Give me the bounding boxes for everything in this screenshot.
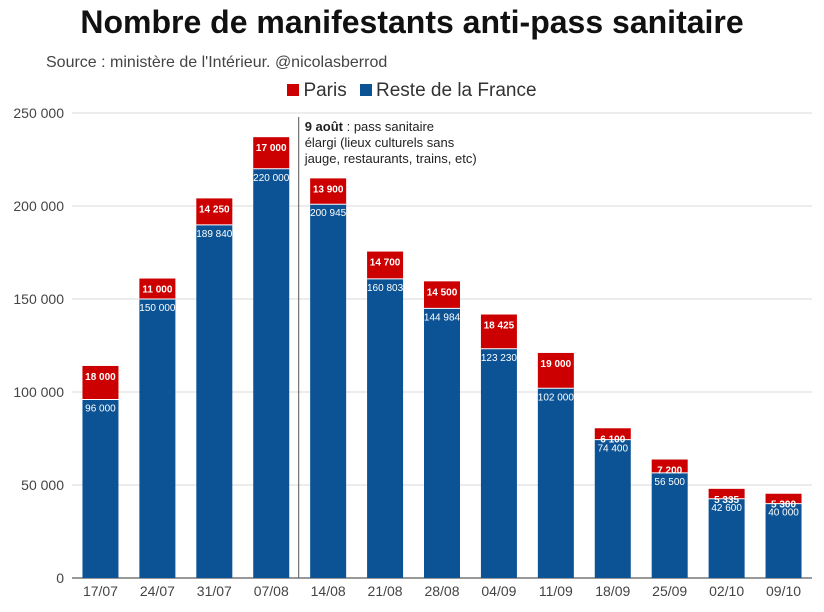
bar-rest	[310, 204, 347, 578]
y-tick-label: 100 000	[13, 384, 64, 400]
bar-paris	[253, 137, 290, 169]
x-tick-label: 11/09	[539, 583, 573, 599]
x-tick-label: 07/08	[254, 583, 289, 599]
legend-swatch-rest	[360, 84, 373, 96]
bar-paris	[594, 428, 631, 440]
data-label-paris: 14 500	[427, 287, 458, 298]
legend-label-paris: Paris	[303, 80, 347, 101]
x-tick-label: 14/08	[311, 583, 346, 599]
chart-source: Source : ministère de l'Intérieur. @nico…	[46, 54, 388, 71]
data-label-rest: 56 500	[654, 477, 685, 488]
data-label-paris: 11 000	[142, 285, 172, 296]
data-label-rest: 40 000	[768, 508, 799, 519]
data-label-paris: 14 250	[199, 204, 230, 215]
legend-item-paris: Paris	[287, 80, 347, 102]
y-tick-label: 150 000	[13, 291, 64, 307]
data-label-paris: 6 100	[600, 434, 625, 445]
data-label-paris: 13 900	[313, 184, 344, 195]
legend: Paris Reste de la France	[0, 80, 824, 102]
data-label-paris: 14 700	[370, 258, 401, 269]
data-label-paris: 19 000	[541, 359, 572, 370]
bar-rest	[594, 439, 631, 578]
x-tick-label: 31/07	[197, 583, 232, 599]
data-label-rest: 160 803	[367, 283, 404, 294]
bar-rest	[480, 348, 517, 578]
bar-rest	[82, 399, 119, 578]
legend-swatch-paris	[287, 84, 300, 96]
data-label-rest: 150 000	[139, 303, 176, 314]
bar-paris	[310, 178, 347, 205]
bar-rest	[651, 472, 688, 578]
y-tick-label: 250 000	[13, 105, 64, 121]
data-label-rest: 102 000	[538, 392, 575, 403]
bar-rest	[765, 503, 802, 578]
annotation-text: : pass sanitaire	[343, 119, 434, 134]
bar-paris	[139, 278, 176, 299]
data-label-paris: 18 000	[85, 372, 116, 383]
data-label-rest: 189 840	[196, 229, 233, 240]
chart-title: Nombre de manifestants anti-pass sanitai…	[80, 4, 744, 40]
data-label-rest: 42 600	[711, 503, 742, 514]
x-tick-label: 04/09	[481, 583, 516, 599]
bar-rest	[139, 299, 176, 578]
x-tick-label: 18/09	[595, 583, 630, 599]
x-tick-label: 21/08	[368, 583, 403, 599]
bar-rest	[708, 498, 745, 578]
data-label-rest: 220 000	[253, 173, 290, 184]
y-tick-label: 200 000	[13, 198, 64, 214]
data-label-rest: 123 230	[481, 353, 518, 364]
data-label-rest: 144 984	[424, 312, 461, 323]
bar-paris	[537, 352, 574, 389]
bar-paris	[82, 365, 119, 400]
bar-paris	[708, 488, 745, 499]
x-tick-label: 02/10	[709, 583, 744, 599]
bar-rest	[424, 308, 460, 578]
x-tick-label: 09/10	[766, 583, 801, 599]
annotation-text-line1: 9 août : pass sanitaire	[305, 119, 434, 134]
bar-rest	[367, 278, 404, 578]
bar-paris	[765, 493, 802, 504]
x-tick-label: 17/07	[83, 583, 118, 599]
data-label-rest: 96 000	[85, 403, 116, 414]
bar-paris	[367, 251, 404, 279]
bar-rest	[196, 224, 233, 579]
y-tick-label: 50 000	[21, 477, 64, 493]
data-label-rest: 200 945	[310, 208, 347, 219]
annotation-text-line2: élargi (lieux culturels sans	[305, 135, 455, 150]
legend-label-rest: Reste de la France	[376, 80, 537, 101]
bar-paris	[424, 281, 460, 309]
bar-rest	[537, 388, 574, 578]
y-tick-label: 0	[56, 570, 64, 586]
data-label-rest: 74 400	[597, 444, 628, 455]
legend-item-rest: Reste de la France	[360, 80, 537, 102]
bar-rest	[253, 168, 290, 579]
data-label-paris: 7 200	[657, 466, 682, 477]
bar-paris	[480, 314, 517, 349]
bar-paris	[196, 198, 233, 225]
data-label-paris: 17 000	[256, 143, 287, 154]
x-tick-label: 28/08	[424, 583, 459, 599]
bar-paris	[651, 459, 688, 473]
annotation-date: 9 août	[305, 119, 344, 134]
data-label-paris: 5 300	[771, 500, 796, 511]
data-label-paris: 5 335	[714, 495, 739, 506]
x-tick-label: 24/07	[140, 583, 175, 599]
annotation-text-line3: jauge, restaurants, trains, etc)	[304, 151, 477, 166]
x-tick-label: 25/09	[652, 583, 687, 599]
data-label-paris: 18 425	[484, 321, 515, 332]
